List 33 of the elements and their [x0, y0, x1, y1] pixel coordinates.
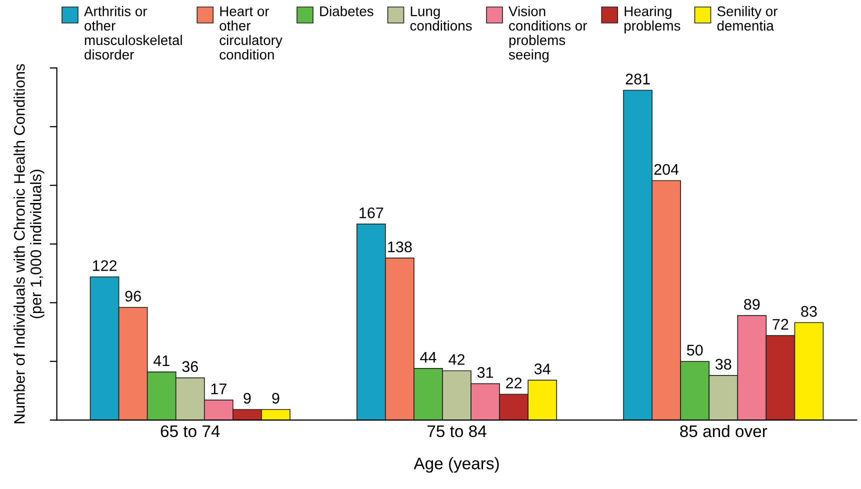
legend-label: Arthritis or other musculoskeletal disorder	[84, 6, 182, 60]
data-label: 34	[534, 364, 550, 374]
data-label: 38	[715, 358, 732, 370]
data-label: 9	[272, 392, 280, 404]
data-label: 72	[772, 318, 788, 330]
legend-label: Lung conditions	[410, 6, 472, 31]
data-label: 89	[744, 298, 760, 310]
legend-label: Senility or dementia	[717, 6, 778, 31]
data-label: 44	[420, 352, 436, 362]
data-label: 22	[506, 378, 522, 388]
data-label: 36	[182, 361, 198, 372]
x-axis-title: Age (years)	[414, 457, 499, 473]
x-tick-label: 65 to 74	[160, 425, 220, 438]
legend-label: Hearing problems	[624, 6, 680, 34]
data-label: 42	[448, 354, 464, 365]
data-label: 204	[654, 164, 679, 175]
legend-label: Heart or other circulatory condition	[220, 6, 282, 60]
data-label: 167	[360, 207, 384, 218]
legend-label: Vision conditions or problems seeing	[508, 6, 588, 62]
data-label: 17	[211, 384, 226, 394]
y-axis-title: Number of Individuals with Chronic Health Conditions (per 1,000 individuals)	[14, 64, 44, 424]
data-label: 50	[686, 344, 703, 356]
data-label: 83	[801, 306, 817, 317]
legend-label: Diabetes	[320, 6, 374, 16]
x-tick-label: 75 to 84	[428, 425, 486, 438]
data-label: 122	[92, 260, 117, 271]
x-tick-label: 85 and over	[680, 424, 768, 438]
data-label: 281	[626, 74, 650, 84]
data-label: 9	[244, 392, 251, 404]
data-label: 96	[125, 290, 141, 302]
data-label: 41	[153, 355, 170, 366]
data-label: 31	[477, 367, 494, 378]
data-label: 138	[388, 241, 412, 252]
